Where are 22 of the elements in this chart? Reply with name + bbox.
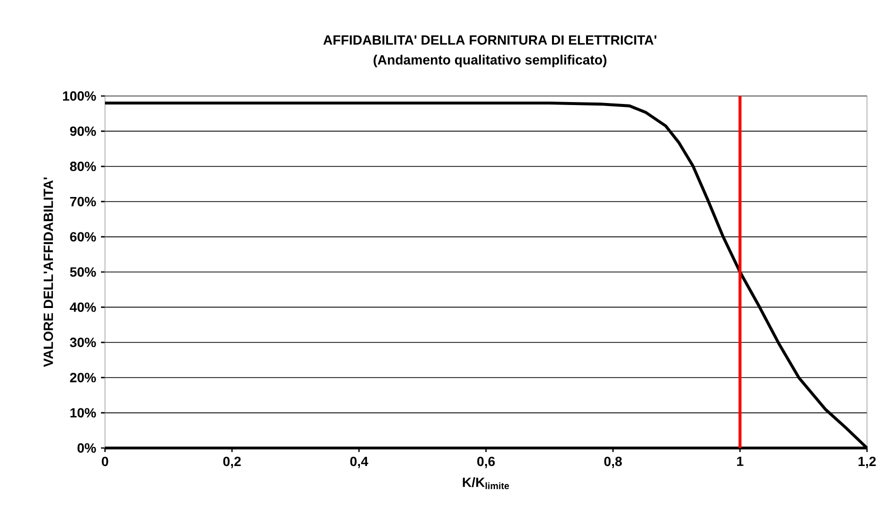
x-tick-label: 0,6 — [477, 456, 495, 468]
y-tick-label: 50% — [70, 267, 96, 277]
y-axis-title: VALORE DELL'AFFIDABILITA' — [44, 178, 54, 368]
y-tick-label: 60% — [70, 232, 96, 242]
y-tick-label: 40% — [70, 302, 96, 312]
y-tick-label: 80% — [70, 162, 96, 172]
x-tick-label: 0 — [102, 456, 108, 466]
y-tick-label: 100% — [63, 91, 96, 101]
y-tick-label: 30% — [70, 338, 96, 348]
x-tick-label: 0,2 — [223, 456, 241, 468]
chart-title: AFFIDABILITA' DELLA FORNITURA DI ELETTRICITA' — [323, 35, 656, 45]
y-tick-label: 0% — [78, 443, 96, 453]
x-tick-label: 0,4 — [350, 456, 368, 468]
y-tick-label: 90% — [70, 126, 96, 136]
x-tick-label: 0,8 — [604, 456, 622, 468]
y-tick-label: 20% — [70, 372, 96, 382]
x-axis-title: K/K$_{limite}$ — [462, 477, 510, 490]
y-tick-label: 10% — [70, 408, 96, 418]
chart-subtitle: (Andamento qualitativo semplificato) — [374, 54, 606, 68]
x-tick-label: 1 — [737, 456, 744, 466]
y-tick-label: 70% — [70, 196, 96, 206]
x-tick-label: 1,2 — [858, 456, 876, 468]
